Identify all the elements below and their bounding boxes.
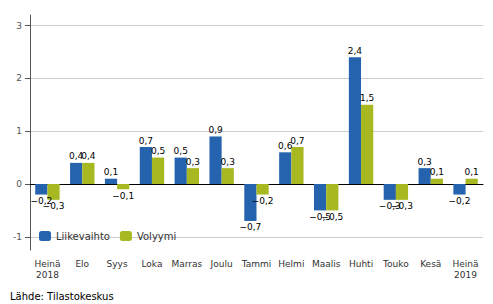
svg-text:0,9: 0,9 [208, 125, 223, 135]
svg-text:0,3: 0,3 [186, 157, 200, 167]
svg-text:−0,2: −0,2 [30, 196, 53, 207]
svg-text:2: 2 [16, 73, 22, 83]
svg-text:3: 3 [16, 21, 22, 31]
svg-text:−0,3: −0,3 [378, 201, 401, 212]
svg-text:Marras: Marras [171, 259, 202, 269]
svg-text:−0,1: −0,1 [112, 191, 134, 201]
svg-text:-1: -1 [13, 232, 22, 242]
svg-text:Kesä: Kesä [420, 259, 441, 269]
svg-text:0,1: 0,1 [430, 167, 444, 177]
svg-text:Huhti: Huhti [349, 259, 373, 269]
svg-text:Lähde: Tilastokeskus: Lähde: Tilastokeskus [10, 291, 114, 302]
svg-text:1,5: 1,5 [360, 93, 374, 103]
svg-text:Heinä: Heinä [34, 259, 60, 269]
svg-text:2018: 2018 [36, 270, 59, 280]
svg-text:Touko: Touko [382, 259, 409, 269]
svg-text:2019: 2019 [454, 270, 477, 280]
svg-text:0,4: 0,4 [69, 151, 84, 162]
svg-text:Syys: Syys [107, 259, 128, 269]
svg-text:0,5: 0,5 [174, 146, 188, 156]
svg-text:0,3: 0,3 [221, 157, 235, 167]
svg-text:Elo: Elo [75, 259, 89, 269]
svg-text:Volyymi: Volyymi [137, 231, 176, 242]
svg-text:−0,5: −0,5 [309, 211, 331, 222]
svg-text:Helmi: Helmi [278, 259, 304, 269]
svg-text:0,7: 0,7 [139, 136, 153, 146]
svg-text:0: 0 [16, 179, 22, 189]
svg-text:1: 1 [16, 126, 22, 136]
svg-text:0,5: 0,5 [151, 146, 165, 156]
svg-text:Loka: Loka [141, 259, 162, 269]
svg-text:2,4: 2,4 [348, 46, 363, 56]
svg-text:Tammi: Tammi [241, 259, 272, 269]
svg-text:Joulu: Joulu [210, 259, 233, 269]
svg-text:−0,2: −0,2 [252, 196, 274, 206]
svg-text:−0,3: −0,3 [391, 201, 413, 211]
svg-text:Maalis: Maalis [312, 259, 341, 269]
svg-text:0,1: 0,1 [465, 167, 479, 177]
svg-text:0,6: 0,6 [278, 140, 293, 151]
svg-text:Heinä: Heinä [453, 259, 479, 269]
svg-text:−0,5: −0,5 [321, 212, 343, 222]
svg-text:−0,2: −0,2 [449, 196, 471, 206]
svg-text:0,3: 0,3 [417, 157, 431, 167]
svg-text:0,1: 0,1 [104, 167, 118, 177]
svg-text:0,4: 0,4 [81, 151, 96, 161]
svg-text:−0,3: −0,3 [43, 201, 65, 211]
svg-text:−0,7: −0,7 [239, 222, 261, 232]
svg-text:0,7: 0,7 [290, 136, 304, 146]
svg-text:Liikevaihto: Liikevaihto [56, 231, 110, 242]
